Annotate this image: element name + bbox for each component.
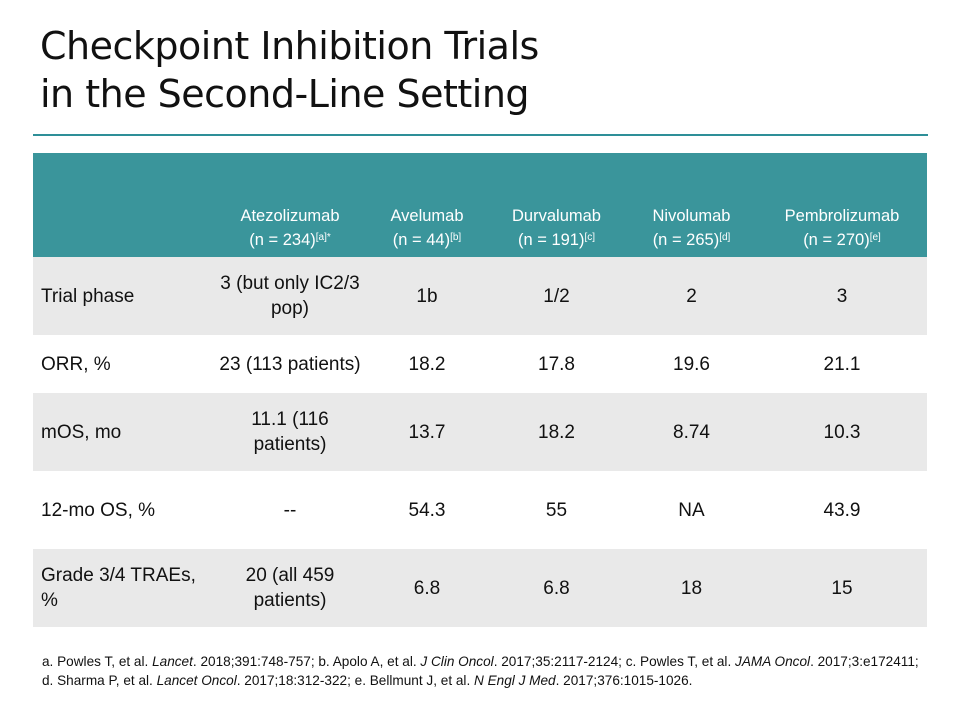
header-atezolizumab: Atezolizumab (n = 234)[a]* bbox=[240, 207, 340, 249]
row-label: mOS, mo bbox=[41, 421, 122, 443]
table-cell: 20 (all 459 patients) bbox=[245, 565, 335, 611]
journal-name: JAMA Oncol bbox=[735, 654, 811, 669]
journal-name: J Clin Oncol bbox=[420, 654, 494, 669]
journal-name: N Engl J Med bbox=[474, 673, 556, 688]
header-avelumab: Avelumab (n = 44)[b] bbox=[390, 207, 464, 249]
title-divider bbox=[33, 134, 928, 136]
table-cell: 3 (but only IC2/3 pop) bbox=[220, 273, 360, 319]
table-row-mos: mOS, mo 11.1 (116 patients) 13.7 18.2 8.… bbox=[33, 393, 927, 471]
journal-name: Lancet Oncol bbox=[156, 673, 237, 688]
slide-title: Checkpoint Inhibition Trials in the Seco… bbox=[40, 22, 920, 118]
table-row-orr: ORR, % 23 (113 patients) 18.2 17.8 19.6 … bbox=[33, 335, 927, 393]
row-label: Trial phase bbox=[41, 285, 135, 307]
table-cell: 55 bbox=[545, 499, 568, 521]
table-cell: 10.3 bbox=[823, 421, 861, 443]
table-cell: 15 bbox=[831, 577, 853, 599]
table-cell: 1b bbox=[416, 285, 438, 307]
table-cell: 21.1 bbox=[823, 353, 861, 375]
table-cell: 6.8 bbox=[413, 577, 441, 599]
table-cell: 19.6 bbox=[673, 353, 710, 375]
slide-title-line-2: in the Second-Line Setting bbox=[40, 72, 530, 116]
row-label: Grade 3/4 TRAEs, % bbox=[41, 565, 196, 611]
table-cell: 1/2 bbox=[543, 285, 570, 307]
slide-title-line-1: Checkpoint Inhibition Trials bbox=[40, 24, 539, 68]
table-cell: 18 bbox=[680, 577, 703, 599]
references-footnote: a. Powles T, et al. Lancet. 2018;391:748… bbox=[42, 654, 919, 688]
table-cell: 11.1 (116 patients) bbox=[251, 409, 329, 455]
table-row-traes: Grade 3/4 TRAEs, % 20 (all 459 patients)… bbox=[33, 549, 927, 627]
row-label: 12-mo OS, % bbox=[41, 499, 156, 521]
table-cell: 18.2 bbox=[408, 353, 446, 375]
table-row-trial-phase: Trial phase 3 (but only IC2/3 pop) 1b 1/… bbox=[33, 257, 927, 335]
table-cell: 18.2 bbox=[538, 421, 575, 443]
table-header-row: Atezolizumab (n = 234)[a]* Avelumab (n =… bbox=[33, 153, 927, 257]
table-cell: 8.74 bbox=[673, 421, 710, 443]
header-pembrolizumab: Pembrolizumab (n = 270)[e] bbox=[784, 207, 900, 249]
header-empty-cell bbox=[33, 153, 213, 257]
table-cell: 2 bbox=[686, 285, 697, 307]
row-label: ORR, % bbox=[41, 353, 111, 375]
table-cell: NA bbox=[678, 499, 705, 521]
journal-name: Lancet bbox=[152, 654, 193, 669]
table-cell: -- bbox=[283, 499, 297, 521]
trials-table: Atezolizumab (n = 234)[a]* Avelumab (n =… bbox=[33, 153, 927, 627]
table-cell: 6.8 bbox=[543, 577, 570, 599]
table-row-12mo-os: 12-mo OS, % -- 54.3 55 NA 43.9 bbox=[33, 471, 927, 549]
table-cell: 23 (113 patients) bbox=[219, 353, 361, 375]
table-cell: 3 bbox=[836, 285, 848, 307]
header-durvalumab: Durvalumab (n = 191)[c] bbox=[512, 207, 601, 249]
table-cell: 17.8 bbox=[538, 353, 575, 375]
table-cell: 54.3 bbox=[408, 499, 446, 521]
header-nivolumab: Nivolumab (n = 265)[d] bbox=[652, 207, 731, 249]
table-cell: 13.7 bbox=[408, 421, 446, 443]
table-cell: 43.9 bbox=[823, 499, 861, 521]
